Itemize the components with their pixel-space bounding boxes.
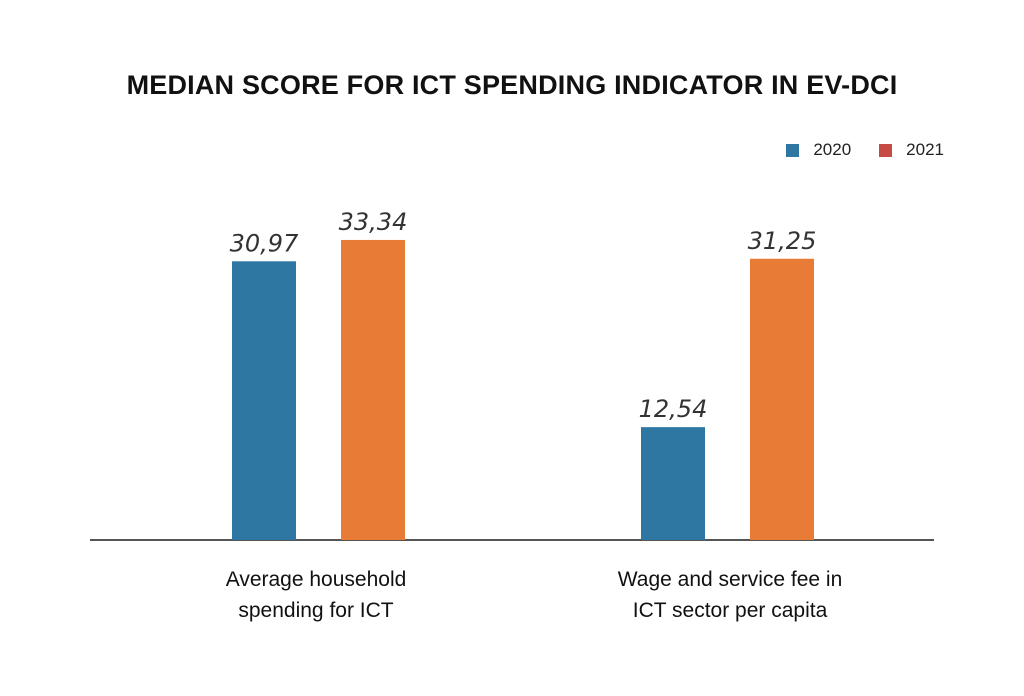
bar-2020-cat1	[641, 427, 705, 540]
category-label-wage-line1: Wage and service fee in	[617, 568, 843, 591]
legend-label-2021: 2021	[906, 140, 944, 159]
bar-2021-cat1	[750, 258, 814, 540]
legend-label-2020: 2020	[813, 140, 852, 159]
value-label-2021-cat0: 33,34	[339, 208, 408, 236]
legend-item-2020: 2020	[786, 140, 851, 160]
value-label-2021-cat1: 31,25	[748, 227, 817, 255]
category-label-wage-line2: ICT sector per capita	[632, 599, 828, 622]
category-label-wage: Wage and service fee in ICT sector per c…	[570, 564, 890, 626]
value-label-2020-cat1: 12,54	[639, 395, 708, 423]
legend-swatch-2020	[786, 143, 800, 157]
bar-2020-cat0	[232, 261, 296, 540]
legend-swatch-2021	[879, 143, 893, 157]
category-label-household-line1: Average household	[225, 568, 407, 591]
category-label-household-line2: spending for ICT	[238, 599, 394, 622]
chart-title: MEDIAN SCORE FOR ICT SPENDING INDICATOR …	[126, 70, 898, 100]
category-label-household: Average household spending for ICT	[156, 564, 476, 626]
legend: 2020 2021	[786, 140, 944, 160]
value-label-2020-cat0: 30,97	[230, 229, 299, 257]
legend-item-2021: 2021	[879, 140, 944, 160]
bar-2021-cat0	[341, 239, 405, 540]
